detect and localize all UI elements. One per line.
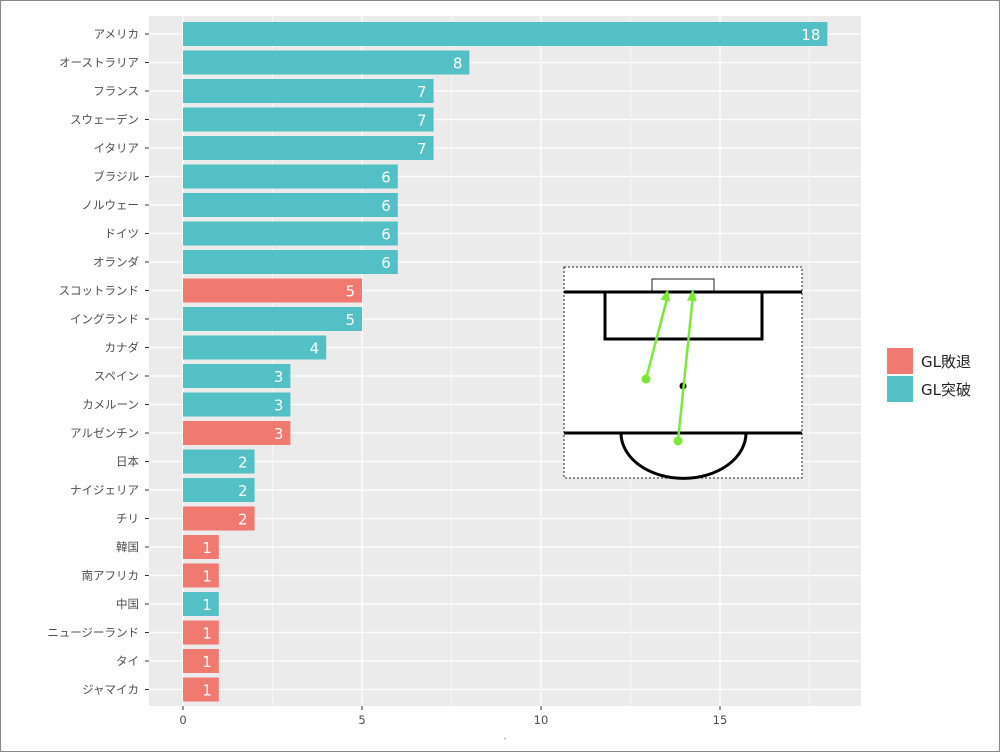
bar (183, 649, 219, 673)
bar-value-label: 6 (381, 254, 391, 272)
bar (183, 107, 434, 132)
bar (183, 79, 434, 103)
bar-value-label: 1 (202, 653, 212, 671)
y-tick-label: ジャマイカ (82, 683, 139, 697)
bar-value-label: 2 (238, 511, 248, 529)
center-circle (619, 432, 748, 480)
pitch-inset (563, 266, 803, 480)
bar (183, 563, 219, 588)
legend-label: GL敗退 (921, 353, 971, 371)
y-tick-label: アメリカ (94, 27, 139, 41)
pitch-border (563, 266, 803, 479)
y-tick-label: オランダ (93, 255, 139, 269)
y-tick-label: 南アフリカ (82, 569, 140, 583)
penalty-box (603, 290, 764, 341)
y-tick-label: ノルウェー (82, 198, 140, 212)
y-tick-label: イングランド (70, 312, 139, 326)
x-tick-label: 10 (534, 713, 549, 727)
legend-key (887, 348, 913, 374)
y-tick-label: アルゼンチン (70, 426, 139, 440)
x-tick-label: 0 (179, 713, 186, 727)
bar (183, 506, 255, 531)
y-tick-label: カメルーン (82, 398, 139, 412)
bar (183, 592, 219, 616)
bar (183, 50, 470, 75)
bar (183, 478, 255, 502)
bar-value-label: 3 (274, 425, 284, 443)
bar (183, 421, 291, 445)
bar-value-label: 6 (381, 197, 391, 215)
bar-value-label: 1 (202, 596, 212, 614)
x-tick-label: 15 (713, 713, 728, 727)
y-tick-label: フランス (93, 84, 139, 98)
y-tick-label: イタリア (93, 141, 139, 155)
bar-value-label: 7 (417, 83, 427, 101)
bar (183, 677, 219, 702)
bar (183, 22, 828, 46)
bar (183, 136, 434, 160)
bar-value-label: 3 (274, 368, 284, 386)
bar-value-label: 7 (417, 140, 427, 158)
bar-value-label: 3 (274, 397, 284, 415)
bar-value-label: 8 (453, 55, 463, 73)
bar-value-label: 5 (345, 311, 355, 329)
bar (183, 535, 219, 559)
y-tick-label: スペイン (94, 369, 139, 383)
y-tick-label: 韓国 (116, 540, 139, 554)
bar-value-label: 6 (381, 169, 391, 187)
bar-value-label: 18 (801, 26, 820, 44)
bar (183, 449, 255, 474)
legend-label: GL突破 (921, 381, 971, 399)
bar-value-label: 1 (202, 568, 212, 586)
pass-origin-dot (673, 436, 683, 446)
bar-value-label: 7 (417, 112, 427, 130)
pass-origin-dot (641, 374, 651, 384)
bar (183, 250, 398, 274)
bar-value-label: 2 (238, 454, 248, 472)
x-axis-label: - (504, 734, 507, 743)
bar (183, 307, 362, 331)
y-tick-label: オーストラリア (59, 56, 139, 70)
y-tick-label: ニュージーランド (47, 626, 139, 640)
y-tick-label: ブラジル (93, 170, 139, 184)
bar (183, 278, 362, 303)
y-tick-label: 日本 (116, 455, 139, 469)
y-tick-label: ドイツ (105, 227, 140, 241)
bar-value-label: 1 (202, 539, 212, 557)
bar-value-label: 6 (381, 226, 391, 244)
bar (183, 364, 291, 388)
bar (183, 164, 398, 189)
bar (183, 392, 291, 417)
y-tick-label: 中国 (116, 597, 139, 611)
y-tick-label: タイ (116, 654, 139, 668)
bar-value-label: 5 (345, 283, 355, 301)
y-tick-label: スウェーデン (70, 113, 139, 127)
bar (183, 335, 327, 360)
y-tick-label: ナイジェリア (70, 483, 139, 497)
pass-arrow (676, 294, 695, 442)
arrow-head (686, 289, 697, 302)
bar-value-label: 1 (202, 625, 212, 643)
x-tick-label: 5 (358, 713, 365, 727)
y-tick-label: チリ (116, 512, 139, 526)
bar (183, 620, 219, 645)
y-tick-label: スコットランド (59, 284, 140, 298)
arrow-head (660, 289, 671, 302)
bar (183, 193, 398, 217)
bar-value-label: 1 (202, 682, 212, 700)
bar (183, 221, 398, 246)
pass-arrow (644, 294, 670, 380)
bar-value-label: 2 (238, 482, 248, 500)
legend-key (887, 376, 913, 402)
y-tick-label: カナダ (105, 341, 140, 355)
bar-value-label: 4 (310, 340, 320, 358)
